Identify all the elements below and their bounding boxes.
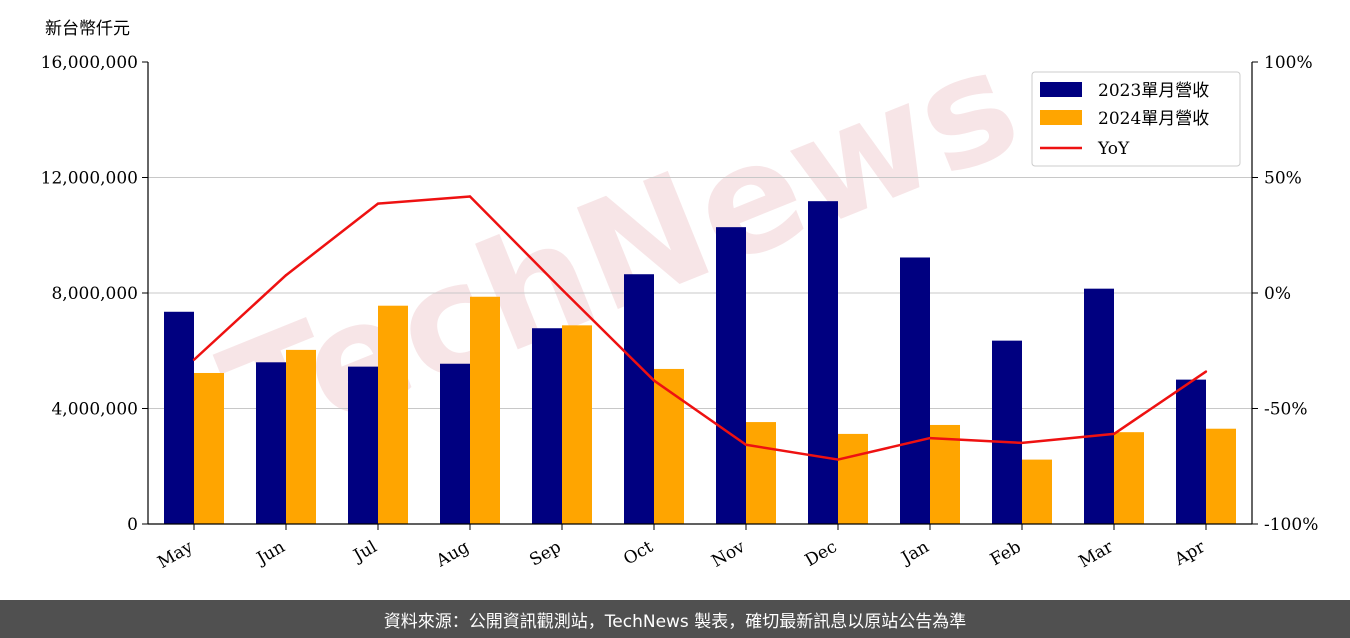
yoy-point-oct	[652, 379, 656, 382]
yoy-point-apr	[1204, 370, 1208, 373]
yoy-point-aug	[468, 195, 472, 198]
yoy-line-layer	[192, 195, 1208, 461]
bar-2023-sep	[532, 328, 562, 524]
bar-2023-dec	[808, 201, 838, 525]
x-tick-label: May	[154, 537, 197, 573]
yoy-point-dec	[836, 458, 840, 461]
yoy-point-jul	[376, 202, 380, 205]
legend-swatch-2024	[1040, 110, 1082, 125]
revenue-chart: TechNews 04,000,0008,000,00012,000,00016…	[41, 16, 1319, 573]
y2-tick-label: -50%	[1264, 400, 1308, 420]
x-tick-label: Dec	[802, 537, 841, 571]
y2-tick-label: 50%	[1264, 169, 1302, 189]
bars	[164, 201, 1236, 525]
yoy-point-sep	[560, 288, 564, 291]
x-tick-label: Feb	[987, 537, 1025, 570]
y2-tick-label: 100%	[1264, 53, 1313, 73]
legend-label-2024: 2024單月營收	[1098, 109, 1209, 129]
yoy-line	[193, 195, 1207, 461]
yoy-point-jun	[284, 274, 288, 277]
x-tick-label: Jul	[349, 537, 381, 567]
bar-2023-jun	[256, 362, 286, 524]
legend-label-2023: 2023單月營收	[1098, 81, 1209, 101]
x-tick-label: Nov	[708, 537, 748, 572]
bar-2024-jul	[378, 305, 408, 524]
bar-2024-dec	[838, 433, 868, 524]
y-unit-label: 新台幣仟元	[45, 19, 130, 39]
bar-2023-jul	[348, 366, 378, 524]
bar-2024-aug	[470, 296, 500, 524]
bar-2023-oct	[624, 274, 654, 524]
bar-2024-sep	[562, 325, 592, 524]
bar-2023-nov	[716, 227, 746, 525]
bar-2023-jan	[900, 257, 930, 524]
bar-2023-feb	[992, 340, 1022, 524]
bar-2024-feb	[1022, 459, 1052, 524]
bar-2023-mar	[1084, 288, 1114, 524]
legend-swatch-2023	[1040, 82, 1082, 97]
bar-2023-apr	[1176, 379, 1206, 524]
y-tick-label: 0	[127, 515, 138, 535]
bar-2024-mar	[1114, 432, 1144, 524]
bar-2024-nov	[746, 422, 776, 524]
y2-tick-label: 0%	[1264, 284, 1291, 304]
yoy-point-mar	[1112, 432, 1116, 436]
source-footer: 資料來源：公開資訊觀測站，TechNews 製表，確切最新訊息以原站公告為準	[0, 600, 1350, 638]
bar-2023-may	[164, 311, 194, 524]
legend: 2023單月營收 2024單月營收 YoY	[1031, 71, 1241, 167]
y-tick-label: 12,000,000	[41, 169, 138, 189]
x-tick-label: Aug	[432, 537, 473, 572]
yoy-point-jan	[928, 436, 932, 440]
x-tick-label: Mar	[1076, 537, 1118, 573]
y2-tick-label: -100%	[1264, 515, 1318, 535]
yoy-point-feb	[1020, 441, 1024, 445]
bar-2024-apr	[1206, 428, 1236, 524]
bar-2024-jan	[930, 424, 960, 524]
yoy-point-nov	[744, 443, 748, 446]
bar-2024-may	[194, 372, 224, 524]
x-tick-label: Jan	[897, 537, 933, 569]
x-tick-label: Sep	[526, 537, 564, 571]
x-tick-label: Oct	[620, 537, 656, 570]
yoy-point-may	[192, 358, 196, 361]
bar-2024-oct	[654, 368, 684, 524]
y-tick-label: 8,000,000	[51, 284, 138, 304]
bar-2023-aug	[440, 363, 470, 524]
grid-lines	[148, 177, 1252, 409]
x-tick-label: Apr	[1171, 537, 1210, 571]
bar-2024-jun	[286, 349, 316, 524]
y-tick-label: 16,000,000	[41, 53, 138, 73]
legend-frame	[1031, 71, 1241, 167]
x-tick-label: Jun	[252, 537, 289, 570]
footer-text: 資料來源：公開資訊觀測站，TechNews 製表，確切最新訊息以原站公告為準	[383, 611, 967, 632]
legend-label-yoy: YoY	[1097, 139, 1130, 159]
y-tick-label: 4,000,000	[51, 400, 138, 420]
